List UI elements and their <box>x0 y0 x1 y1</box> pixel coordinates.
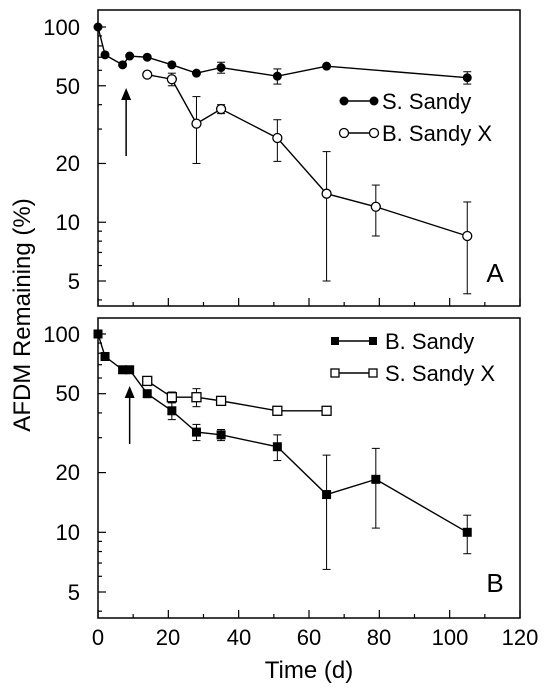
panel-a-series-s-sandy-point-21 <box>167 60 177 70</box>
panel-a-series-b-sandy-x-line <box>147 73 468 237</box>
panel-a-series-b-sandy-x-point-79 <box>370 201 381 212</box>
legend-label-b-sandy-x: B. Sandy X <box>382 121 492 146</box>
x-tick-label-120: 120 <box>502 625 539 650</box>
panel-a-series-s-sandy-point-0 <box>93 22 103 32</box>
panel-a-series-b-sandy-x-point-14 <box>142 69 153 80</box>
panel-b-y-tick-label-20: 20 <box>56 460 80 485</box>
panel-b-series-b-sandy-point-9 <box>125 365 135 375</box>
panel-a-y-tick-label-100: 100 <box>43 15 80 40</box>
legend-marker-s-sandy-x-right <box>368 368 378 378</box>
chart-marks <box>93 22 521 618</box>
panel-a-series-s-sandy-point-9 <box>125 51 135 61</box>
legend-marker-s-sandy-x-left <box>330 368 340 378</box>
panel-b-series-b-sandy-point-21 <box>167 406 177 416</box>
panel-a-plot-frame <box>97 9 521 307</box>
panel-a-series-b-sandy-x-point-35 <box>215 103 227 115</box>
panel-b-series-b-sandy-point-0 <box>93 329 103 339</box>
panel-b-series-b-sandy-point-7 <box>118 365 128 375</box>
panel-a-y-tick-label-5: 5 <box>68 269 80 294</box>
x-axis-title: Time (d) <box>265 657 353 684</box>
panel-a-letter: A <box>486 258 504 288</box>
panel-a-series-s-sandy-point-14 <box>142 52 152 62</box>
panel-b-series-s-sandy-x-point-35 <box>215 395 227 407</box>
panel-a-series-b-sandy-x-point-65 <box>321 188 332 199</box>
panel-a-series-b-sandy-x-point-21 <box>166 74 178 85</box>
panel-b-y-tick-label-100: 100 <box>43 322 80 347</box>
panel-b-series-b-sandy-point-65 <box>322 490 332 500</box>
panel-a-y-tick-label-20: 20 <box>56 151 80 176</box>
panel-a-series-s-sandy-point-35 <box>216 63 226 73</box>
legend-label-s-sandy-x: S. Sandy X <box>385 361 495 386</box>
panel-b-series-b-sandy-point-51 <box>272 442 282 452</box>
x-tick-label-60: 60 <box>297 625 321 650</box>
panel-b-series-s-sandy-x-point-21 <box>166 392 178 403</box>
panel-a-y-tick-label-10: 10 <box>56 210 80 235</box>
panel-b-y-tick-labels: 5 10 20 50 100 <box>43 322 80 605</box>
x-tick-label-40: 40 <box>227 625 251 650</box>
x-tick-labels: 0 20 40 60 80 100 120 <box>92 625 538 650</box>
x-tick-label-80: 80 <box>367 625 391 650</box>
panel-a-series-s-sandy-point-105 <box>462 73 472 83</box>
panel-a-series-b-sandy-x-point-51 <box>272 132 283 144</box>
panel-a-series-s-sandy-point-2 <box>100 50 110 60</box>
panel-a-series-s-sandy-point-7 <box>118 60 128 70</box>
panel-b-series-b-sandy-point-105 <box>462 527 472 537</box>
legend-label-s-sandy: S. Sandy <box>382 89 471 114</box>
panel-b-series-s-sandy-x-point-28 <box>191 392 202 403</box>
legend-marker-s-sandy-left <box>339 96 349 106</box>
panel-b-series-b-sandy-point-14 <box>142 389 152 399</box>
legend-marker-b-sandy-left <box>331 337 339 345</box>
panel-b-series-b-sandy-point-2 <box>100 352 110 362</box>
x-tick-label-20: 20 <box>156 625 180 650</box>
legend-marker-b-sandy-x-right <box>368 127 380 139</box>
panel-b-legend: B. Sandy S. Sandy X <box>330 329 495 386</box>
panel-b-series-b-sandy-point-35 <box>216 430 226 440</box>
panel-b-series-s-sandy-x-point-65 <box>321 405 332 416</box>
legend-marker-s-sandy-right <box>369 96 379 106</box>
panel-b-y-tick-label-50: 50 <box>56 381 80 406</box>
panel-a-series-s-sandy-point-51 <box>272 71 282 81</box>
legend-marker-b-sandy-right <box>369 337 377 345</box>
panel-a-series-s-sandy-point-65 <box>322 61 332 71</box>
panel-b-letter: B <box>486 568 503 598</box>
panel-a-series-b-sandy-x-point-105 <box>462 230 473 242</box>
panel-a-arrow-head <box>121 88 132 100</box>
legend-label-b-sandy: B. Sandy <box>385 329 474 354</box>
panel-b-series-s-sandy-x-point-51 <box>272 405 283 416</box>
panel-a-legend: S. Sandy B. Sandy X <box>338 89 492 146</box>
legend-marker-b-sandy-x-left <box>338 127 350 139</box>
panel-b-series-b-sandy-point-79 <box>371 474 381 484</box>
x-tick-label-0: 0 <box>92 625 104 650</box>
panel-a-series-s-sandy-point-28 <box>191 68 201 78</box>
panel-a-y-tick-label-50: 50 <box>56 74 80 99</box>
x-tick-label-100: 100 <box>432 625 469 650</box>
panel-a-series-s-sandy-line <box>97 26 468 79</box>
panel-b-series-b-sandy-point-28 <box>191 427 201 437</box>
panel-a-series-b-sandy-x-point-28 <box>191 118 202 129</box>
panel-b-y-tick-label-5: 5 <box>68 580 80 605</box>
panel-a-y-tick-labels: 5 10 20 50 100 <box>43 15 80 294</box>
panel-b-y-tick-label-10: 10 <box>56 520 80 545</box>
panel-b-arrow-head <box>124 386 135 398</box>
panel-b-series-s-sandy-x-point-14 <box>142 375 153 387</box>
y-axis-title: AFDM Remaining (%) <box>9 198 36 431</box>
